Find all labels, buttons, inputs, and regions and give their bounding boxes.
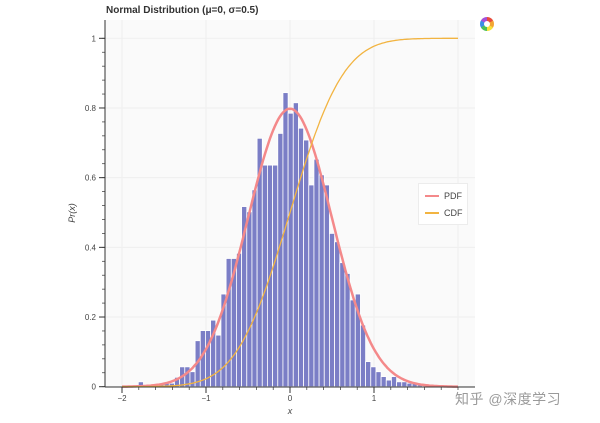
histogram-bar (370, 366, 377, 388)
histogram-bar (287, 112, 294, 388)
pdf-swatch-icon (425, 195, 439, 197)
histogram-bar (277, 133, 284, 388)
x-tick-label: 1 (372, 394, 377, 403)
histogram-bar (261, 164, 268, 388)
histogram-bar (329, 233, 336, 388)
histogram-bar (349, 299, 356, 388)
histogram-bar (236, 252, 243, 388)
x-tick-label: −1 (201, 394, 211, 403)
x-tick-label: −2 (117, 394, 127, 403)
pdf-line (122, 107, 458, 388)
x-tick-label: 0 (288, 394, 293, 403)
legend: PDF CDF (418, 183, 468, 225)
y-tick-label: 0.2 (85, 313, 97, 322)
histogram-bar (282, 92, 289, 388)
histogram-bar (292, 102, 299, 388)
histogram-bar (391, 376, 397, 388)
histogram-bar (303, 139, 310, 388)
histogram-bar (308, 184, 315, 388)
chart-title: Normal Distribution (μ=0, σ=0.5) (106, 5, 259, 16)
axis-ticks: 0 0.2 0.4 0.6 0.8 1 −2 −1 0 1 (85, 34, 459, 403)
x-axis-label: x (287, 406, 293, 416)
histogram-bar (375, 371, 382, 388)
histogram-bar (215, 334, 222, 388)
watermark: 知乎 @深度学习 (455, 391, 562, 407)
histogram-bar (298, 127, 305, 388)
y-tick-label: 0.4 (85, 243, 97, 252)
histogram-bar (344, 273, 351, 388)
legend-label-pdf: PDF (444, 191, 462, 201)
histogram-bar (272, 164, 279, 388)
histogram-bar (406, 382, 413, 388)
histogram-bar (251, 189, 258, 388)
histogram-bar (189, 371, 196, 388)
bokeh-logo-icon[interactable] (480, 17, 494, 31)
histogram-bar (246, 211, 253, 388)
cdf-line (122, 37, 458, 388)
legend-item-cdf[interactable]: CDF (425, 208, 463, 218)
histogram-bar (313, 158, 320, 388)
y-axis-label: Pr(x) (67, 203, 77, 223)
histogram-bar (380, 376, 387, 388)
legend-item-pdf[interactable]: PDF (425, 191, 462, 201)
histogram-bar (323, 184, 330, 388)
histogram-bar (334, 241, 341, 388)
y-tick-label: 1 (92, 34, 97, 43)
histogram-bar (339, 262, 346, 388)
y-tick-label: 0.8 (85, 104, 97, 113)
legend-label-cdf: CDF (444, 208, 463, 218)
histogram-bar (385, 379, 392, 388)
cdf-swatch-icon (425, 212, 439, 214)
y-tick-label: 0.6 (85, 174, 97, 183)
histogram-bar (318, 174, 325, 388)
histogram-bar (401, 381, 408, 388)
y-tick-label: 0 (92, 383, 97, 392)
histogram-bar (396, 381, 403, 388)
histogram-bar (360, 324, 366, 388)
histogram-bar (365, 361, 372, 388)
histogram-bar (225, 258, 232, 388)
